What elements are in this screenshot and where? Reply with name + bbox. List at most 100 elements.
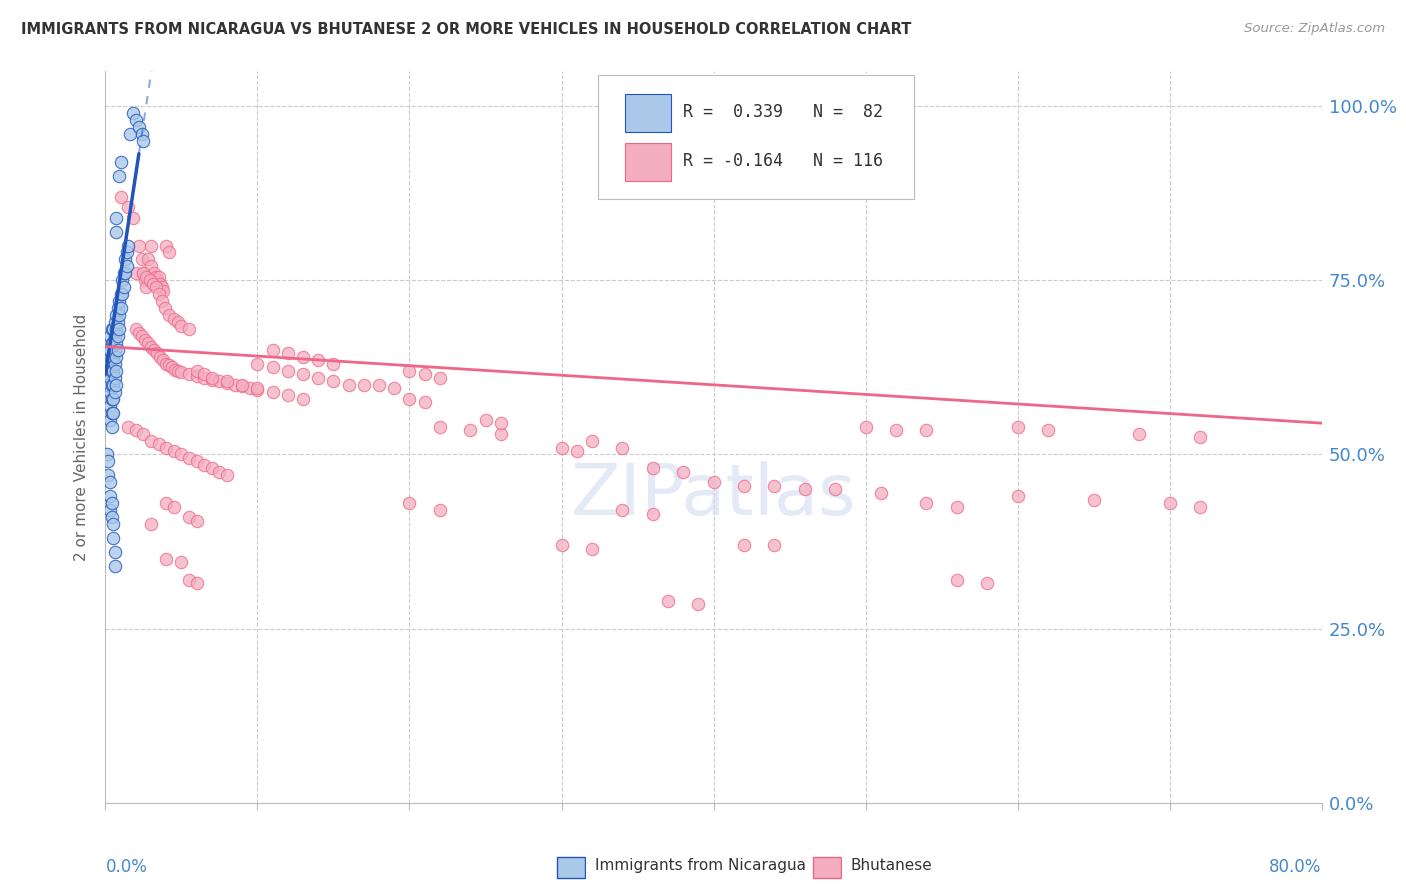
Point <box>170 448 193 462</box>
Point <box>117 419 139 434</box>
Point <box>353 377 375 392</box>
Point <box>101 517 124 532</box>
Point <box>262 360 284 375</box>
Point <box>581 434 603 448</box>
Point <box>1188 430 1211 444</box>
Point <box>657 594 679 608</box>
Point <box>145 280 167 294</box>
Point <box>155 496 177 510</box>
Point <box>170 365 193 379</box>
Point <box>98 371 121 385</box>
Point <box>148 437 170 451</box>
Point <box>208 375 231 389</box>
FancyBboxPatch shape <box>557 857 585 879</box>
Point <box>97 454 120 468</box>
Point <box>177 322 200 336</box>
Point <box>413 395 436 409</box>
Point <box>193 368 215 382</box>
Point <box>322 357 344 371</box>
Point <box>143 343 166 357</box>
Point <box>139 517 162 532</box>
Point <box>246 357 269 371</box>
Point <box>292 368 315 382</box>
Point <box>177 510 200 524</box>
Point <box>105 350 128 364</box>
Point <box>103 329 125 343</box>
Point <box>217 375 239 389</box>
Point <box>976 576 998 591</box>
Point <box>763 479 786 493</box>
Point <box>138 273 160 287</box>
Point <box>292 392 315 406</box>
FancyBboxPatch shape <box>624 143 671 181</box>
Point <box>105 322 128 336</box>
Point <box>262 343 284 357</box>
Point <box>201 373 224 387</box>
FancyBboxPatch shape <box>624 94 671 132</box>
Point <box>793 483 815 497</box>
Point <box>100 406 122 420</box>
Point <box>136 336 159 351</box>
Point <box>170 556 193 570</box>
Point <box>98 412 121 426</box>
FancyBboxPatch shape <box>813 857 841 879</box>
Point <box>103 384 125 399</box>
Point <box>1007 489 1029 503</box>
Point <box>612 441 634 455</box>
Point <box>167 364 190 378</box>
Point <box>945 573 967 587</box>
Point <box>117 200 139 214</box>
Point <box>101 350 124 364</box>
Point <box>105 225 128 239</box>
Point <box>945 500 967 514</box>
Point <box>672 465 695 479</box>
Point <box>134 273 156 287</box>
Point <box>96 377 118 392</box>
Point <box>115 260 138 274</box>
Point <box>108 308 131 322</box>
Point <box>186 576 208 591</box>
Point <box>97 377 120 392</box>
Point <box>413 368 436 382</box>
Point <box>277 364 299 378</box>
Point <box>157 359 180 373</box>
Point <box>100 350 122 364</box>
Point <box>489 426 512 441</box>
Point <box>149 350 172 364</box>
Point <box>132 266 155 280</box>
Point <box>155 357 177 371</box>
Point <box>148 269 170 284</box>
Point <box>107 343 129 357</box>
Point <box>118 127 141 141</box>
Point <box>110 155 132 169</box>
Point <box>100 392 122 406</box>
Point <box>128 120 150 134</box>
Point <box>193 371 215 385</box>
Point <box>103 545 125 559</box>
Point <box>103 343 125 357</box>
Point <box>163 500 186 514</box>
Point <box>135 269 157 284</box>
Point <box>101 322 124 336</box>
Point <box>100 496 122 510</box>
Point <box>733 538 755 552</box>
Point <box>824 483 846 497</box>
Point <box>150 294 173 309</box>
Point <box>132 134 155 148</box>
Point <box>100 336 122 351</box>
Point <box>382 381 405 395</box>
Point <box>103 357 125 371</box>
Point <box>550 538 572 552</box>
Point <box>103 558 125 573</box>
Point <box>231 379 253 393</box>
Point <box>111 273 134 287</box>
Point <box>155 441 177 455</box>
Point <box>398 364 420 378</box>
Point <box>121 211 143 225</box>
Point <box>132 426 155 441</box>
Point <box>146 346 169 360</box>
Point <box>217 376 239 391</box>
Point <box>1036 423 1059 437</box>
Y-axis label: 2 or more Vehicles in Household: 2 or more Vehicles in Household <box>75 313 90 561</box>
Point <box>98 384 121 399</box>
